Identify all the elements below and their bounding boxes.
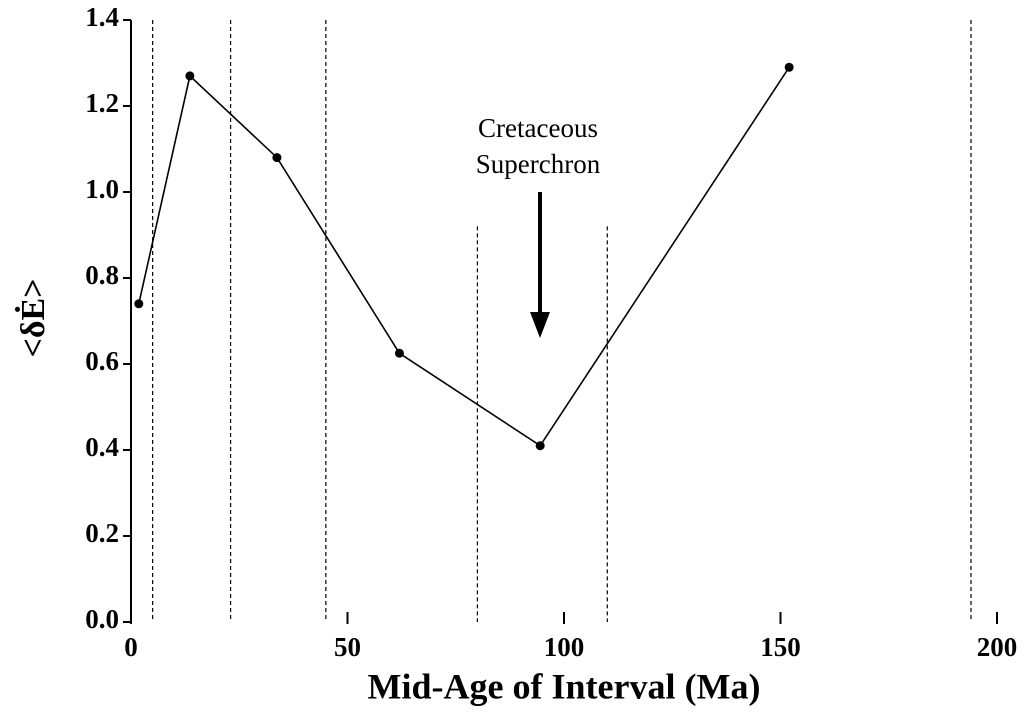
y-tick-label: 0.8 [85, 260, 119, 290]
x-tick-label: 50 [334, 632, 361, 662]
y-axis-label: <δĖ> [14, 278, 52, 357]
y-tick-label: 0.4 [85, 432, 119, 462]
y-tick-label: 1.2 [85, 88, 119, 118]
data-point [134, 299, 144, 309]
data-point [784, 62, 794, 72]
data-point [535, 441, 545, 451]
data-point [272, 153, 282, 163]
y-tick-label: 1.0 [85, 174, 119, 204]
data-point [185, 71, 195, 81]
y-tick-label: 1.4 [85, 2, 119, 32]
x-tick-label: 150 [760, 632, 801, 662]
y-tick-label: 0.6 [85, 346, 119, 376]
x-tick-label: 0 [124, 632, 138, 662]
data-point [394, 348, 404, 358]
annotation: Superchron [476, 149, 601, 179]
annotation-arrowhead [530, 312, 550, 338]
data-line [138, 66, 790, 447]
x-tick-label: 200 [977, 632, 1018, 662]
annotation: Cretaceous [478, 113, 598, 143]
x-tick-label: 100 [544, 632, 585, 662]
y-tick-label: 0.2 [85, 518, 119, 548]
x-axis-label: Mid-Age of Interval (Ma) [368, 666, 761, 706]
y-tick-label: 0.0 [85, 604, 119, 634]
